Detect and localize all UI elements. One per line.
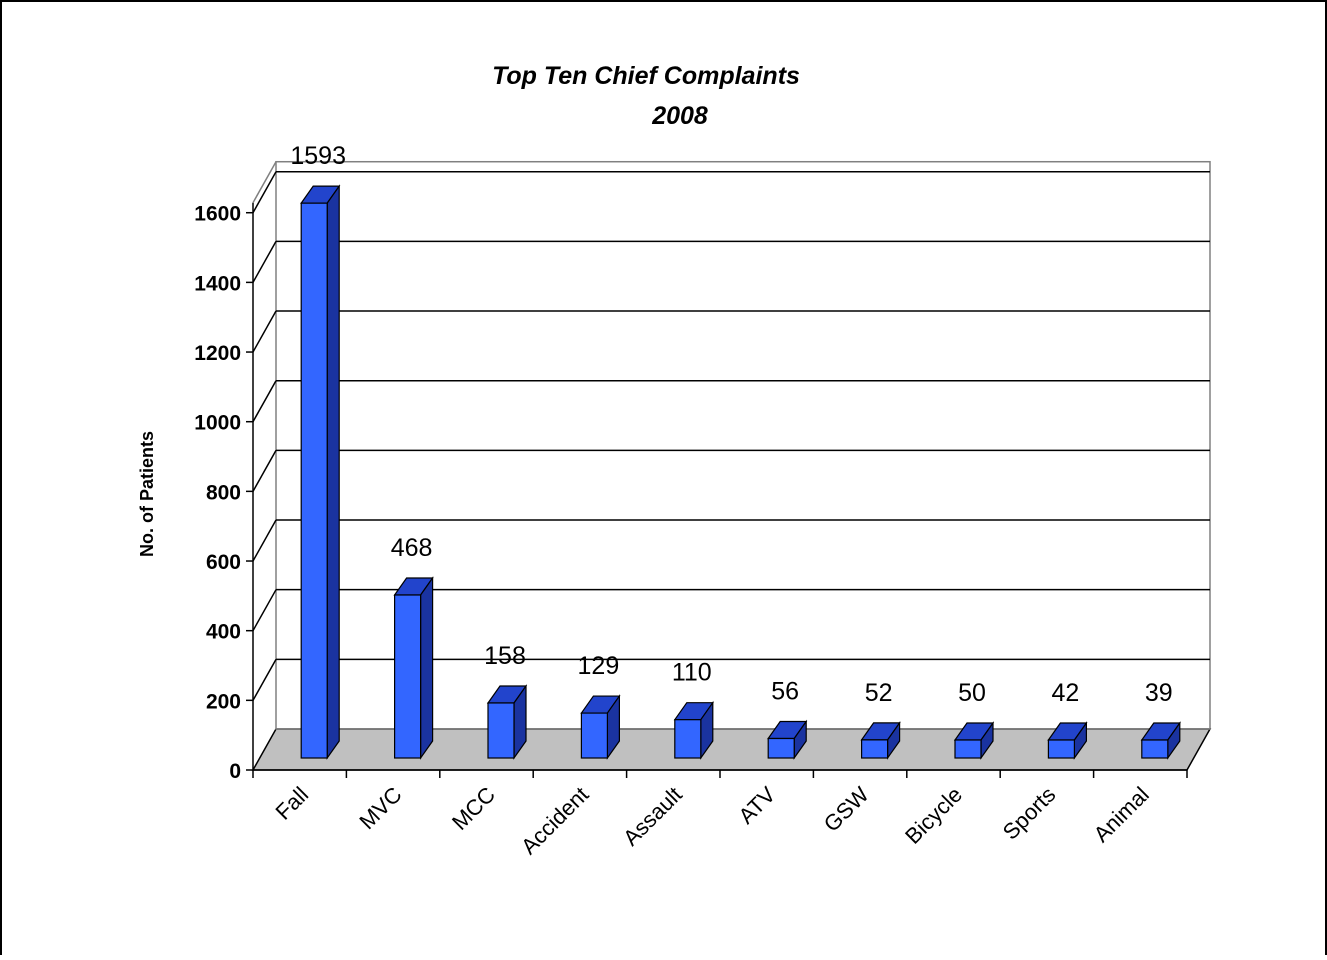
data-label: 468 [391, 534, 433, 562]
gridline-diagonal [252, 589, 277, 632]
y-tick-label: 200 [206, 690, 241, 713]
x-tick-label: Animal [1089, 782, 1154, 847]
back-wall [275, 160, 1211, 730]
side-wall-edge [252, 161, 277, 204]
gridline-diagonal [252, 519, 277, 562]
data-label: 39 [1145, 679, 1173, 707]
data-label: 129 [578, 652, 620, 680]
gridline-diagonal [252, 449, 277, 492]
x-tick-label: Fall [270, 782, 313, 825]
x-tick-label: Assault [618, 782, 687, 851]
gridline-diagonal [252, 310, 277, 353]
chart-title: Top Ten Chief Complaints [492, 62, 800, 90]
data-label: 42 [1051, 679, 1079, 707]
y-tick-label: 1600 [194, 203, 241, 226]
y-tick-label: 1400 [194, 272, 241, 295]
y-tick-label: 1200 [194, 342, 241, 365]
bar [1047, 739, 1076, 759]
data-label: 158 [484, 642, 526, 670]
y-tick-label: 800 [206, 481, 241, 504]
bar [860, 739, 889, 759]
bar-side [326, 184, 340, 760]
plot-area: 0 200 400 600 800 1000 1200 1400 1600 1593 Fall 468… [194, 142, 1212, 859]
data-label: 110 [672, 659, 712, 687]
gridline-diagonal [252, 380, 277, 423]
y-tick-label: 0 [229, 760, 241, 783]
bar [580, 712, 609, 759]
x-tick-label: MCC [447, 782, 500, 835]
bar [767, 737, 795, 759]
bar-side [420, 576, 434, 760]
bar [300, 202, 328, 759]
data-label: 52 [865, 679, 893, 707]
x-tick-label: MVC [354, 782, 406, 834]
x-tick-label: Accident [516, 782, 593, 859]
bar [394, 594, 422, 759]
x-tick-label: Sports [998, 782, 1061, 845]
data-label: 50 [958, 679, 986, 707]
bar [1141, 739, 1169, 759]
bar [487, 702, 515, 759]
gridline-diagonal [252, 171, 277, 214]
data-label: 1593 [290, 142, 346, 170]
x-tick-label: Bicycle [900, 782, 967, 849]
bar [954, 739, 982, 759]
bar [674, 719, 702, 759]
gridline-diagonal [252, 241, 277, 283]
y-tick-label: 600 [206, 551, 241, 574]
gridline-diagonal [252, 658, 277, 701]
y-axis-label: No. of Patients [137, 431, 157, 557]
chart-subtitle: 2008 [651, 102, 708, 130]
data-label: 56 [771, 677, 799, 705]
y-tick-label: 1000 [194, 412, 241, 435]
x-tick-label: ATV [733, 782, 780, 829]
x-tick-label: GSW [819, 782, 874, 837]
y-tick-label: 400 [206, 621, 241, 644]
